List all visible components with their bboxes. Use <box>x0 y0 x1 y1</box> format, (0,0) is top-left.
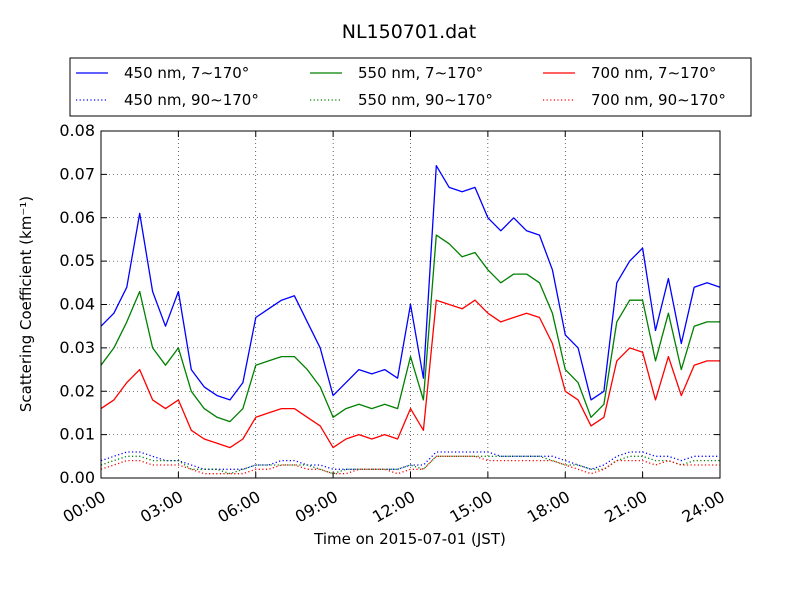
x-tick-label: 18:00 <box>524 487 573 527</box>
legend-label-1: 450 nm, 7∼170° <box>124 64 249 82</box>
chart-title: NL150701.dat <box>342 21 477 43</box>
series-layer <box>100 165 721 475</box>
x-tick-label: 12:00 <box>369 487 418 527</box>
x-tick-label: 00:00 <box>60 487 109 527</box>
x-tick-label: 09:00 <box>292 487 341 527</box>
x-tick-label: 06:00 <box>214 487 263 527</box>
legend: 450 nm, 7∼170° 550 nm, 7∼170° 700 nm, 7∼17… <box>69 57 752 117</box>
y-tick-label: 0.02 <box>59 381 95 400</box>
y-tick-label: 0.06 <box>59 208 95 227</box>
legend-label-6: 700 nm, 90∼170° <box>591 91 726 109</box>
legend-frame <box>69 57 752 117</box>
legend-label-2: 550 nm, 7∼170° <box>358 64 483 82</box>
series-line-4 <box>100 451 720 470</box>
x-tick-label: 03:00 <box>137 487 186 527</box>
y-tick-label: 0.08 <box>59 121 95 140</box>
x-axis-title: Time on 2015-07-01 (JST) <box>313 530 506 548</box>
series-line-3 <box>100 299 720 449</box>
x-tick-label: 24:00 <box>679 487 728 527</box>
series-line-2 <box>100 234 720 423</box>
plot-frame <box>100 130 721 479</box>
legend-label-4: 450 nm, 90∼170° <box>124 91 259 109</box>
series-line-5 <box>100 455 720 475</box>
y-tick-label: 0.07 <box>59 164 95 183</box>
legend-label-5: 550 nm, 90∼170° <box>358 91 493 109</box>
legend-label-3: 700 nm, 7∼170° <box>591 64 716 82</box>
y-axis-title: Scattering Coefficient (km⁻¹) <box>17 196 35 412</box>
series-line-1 <box>100 165 721 401</box>
y-tick-label: 0.03 <box>59 338 95 357</box>
y-tick-label: 0.00 <box>59 468 95 487</box>
y-tick-label: 0.05 <box>59 251 95 270</box>
y-tick-label: 0.04 <box>59 295 95 314</box>
y-tick-label: 0.01 <box>59 425 95 444</box>
x-tick-label: 21:00 <box>601 487 650 527</box>
x-tick-label: 15:00 <box>446 487 495 527</box>
